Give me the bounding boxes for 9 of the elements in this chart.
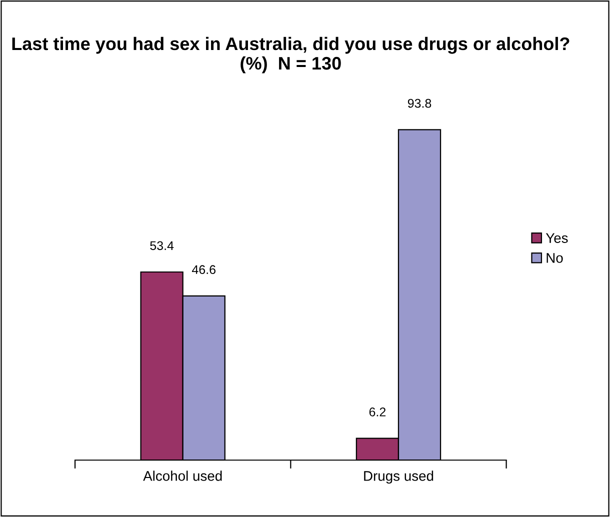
legend-label: No bbox=[546, 253, 563, 263]
x-tick-label: Alcohol used bbox=[143, 470, 222, 481]
chart-title: Last time you had sex in Australia, did you use drugs or alcohol? (%) N = 130 bbox=[12, 36, 570, 74]
x-tick-label: Drugs used bbox=[364, 470, 434, 484]
data-label: 46.6 bbox=[192, 265, 216, 274]
data-label: 93.8 bbox=[408, 98, 432, 108]
data-label: 53.4 bbox=[150, 241, 174, 250]
data-label: 6.2 bbox=[369, 408, 386, 416]
legend-label: Yes bbox=[546, 233, 568, 243]
